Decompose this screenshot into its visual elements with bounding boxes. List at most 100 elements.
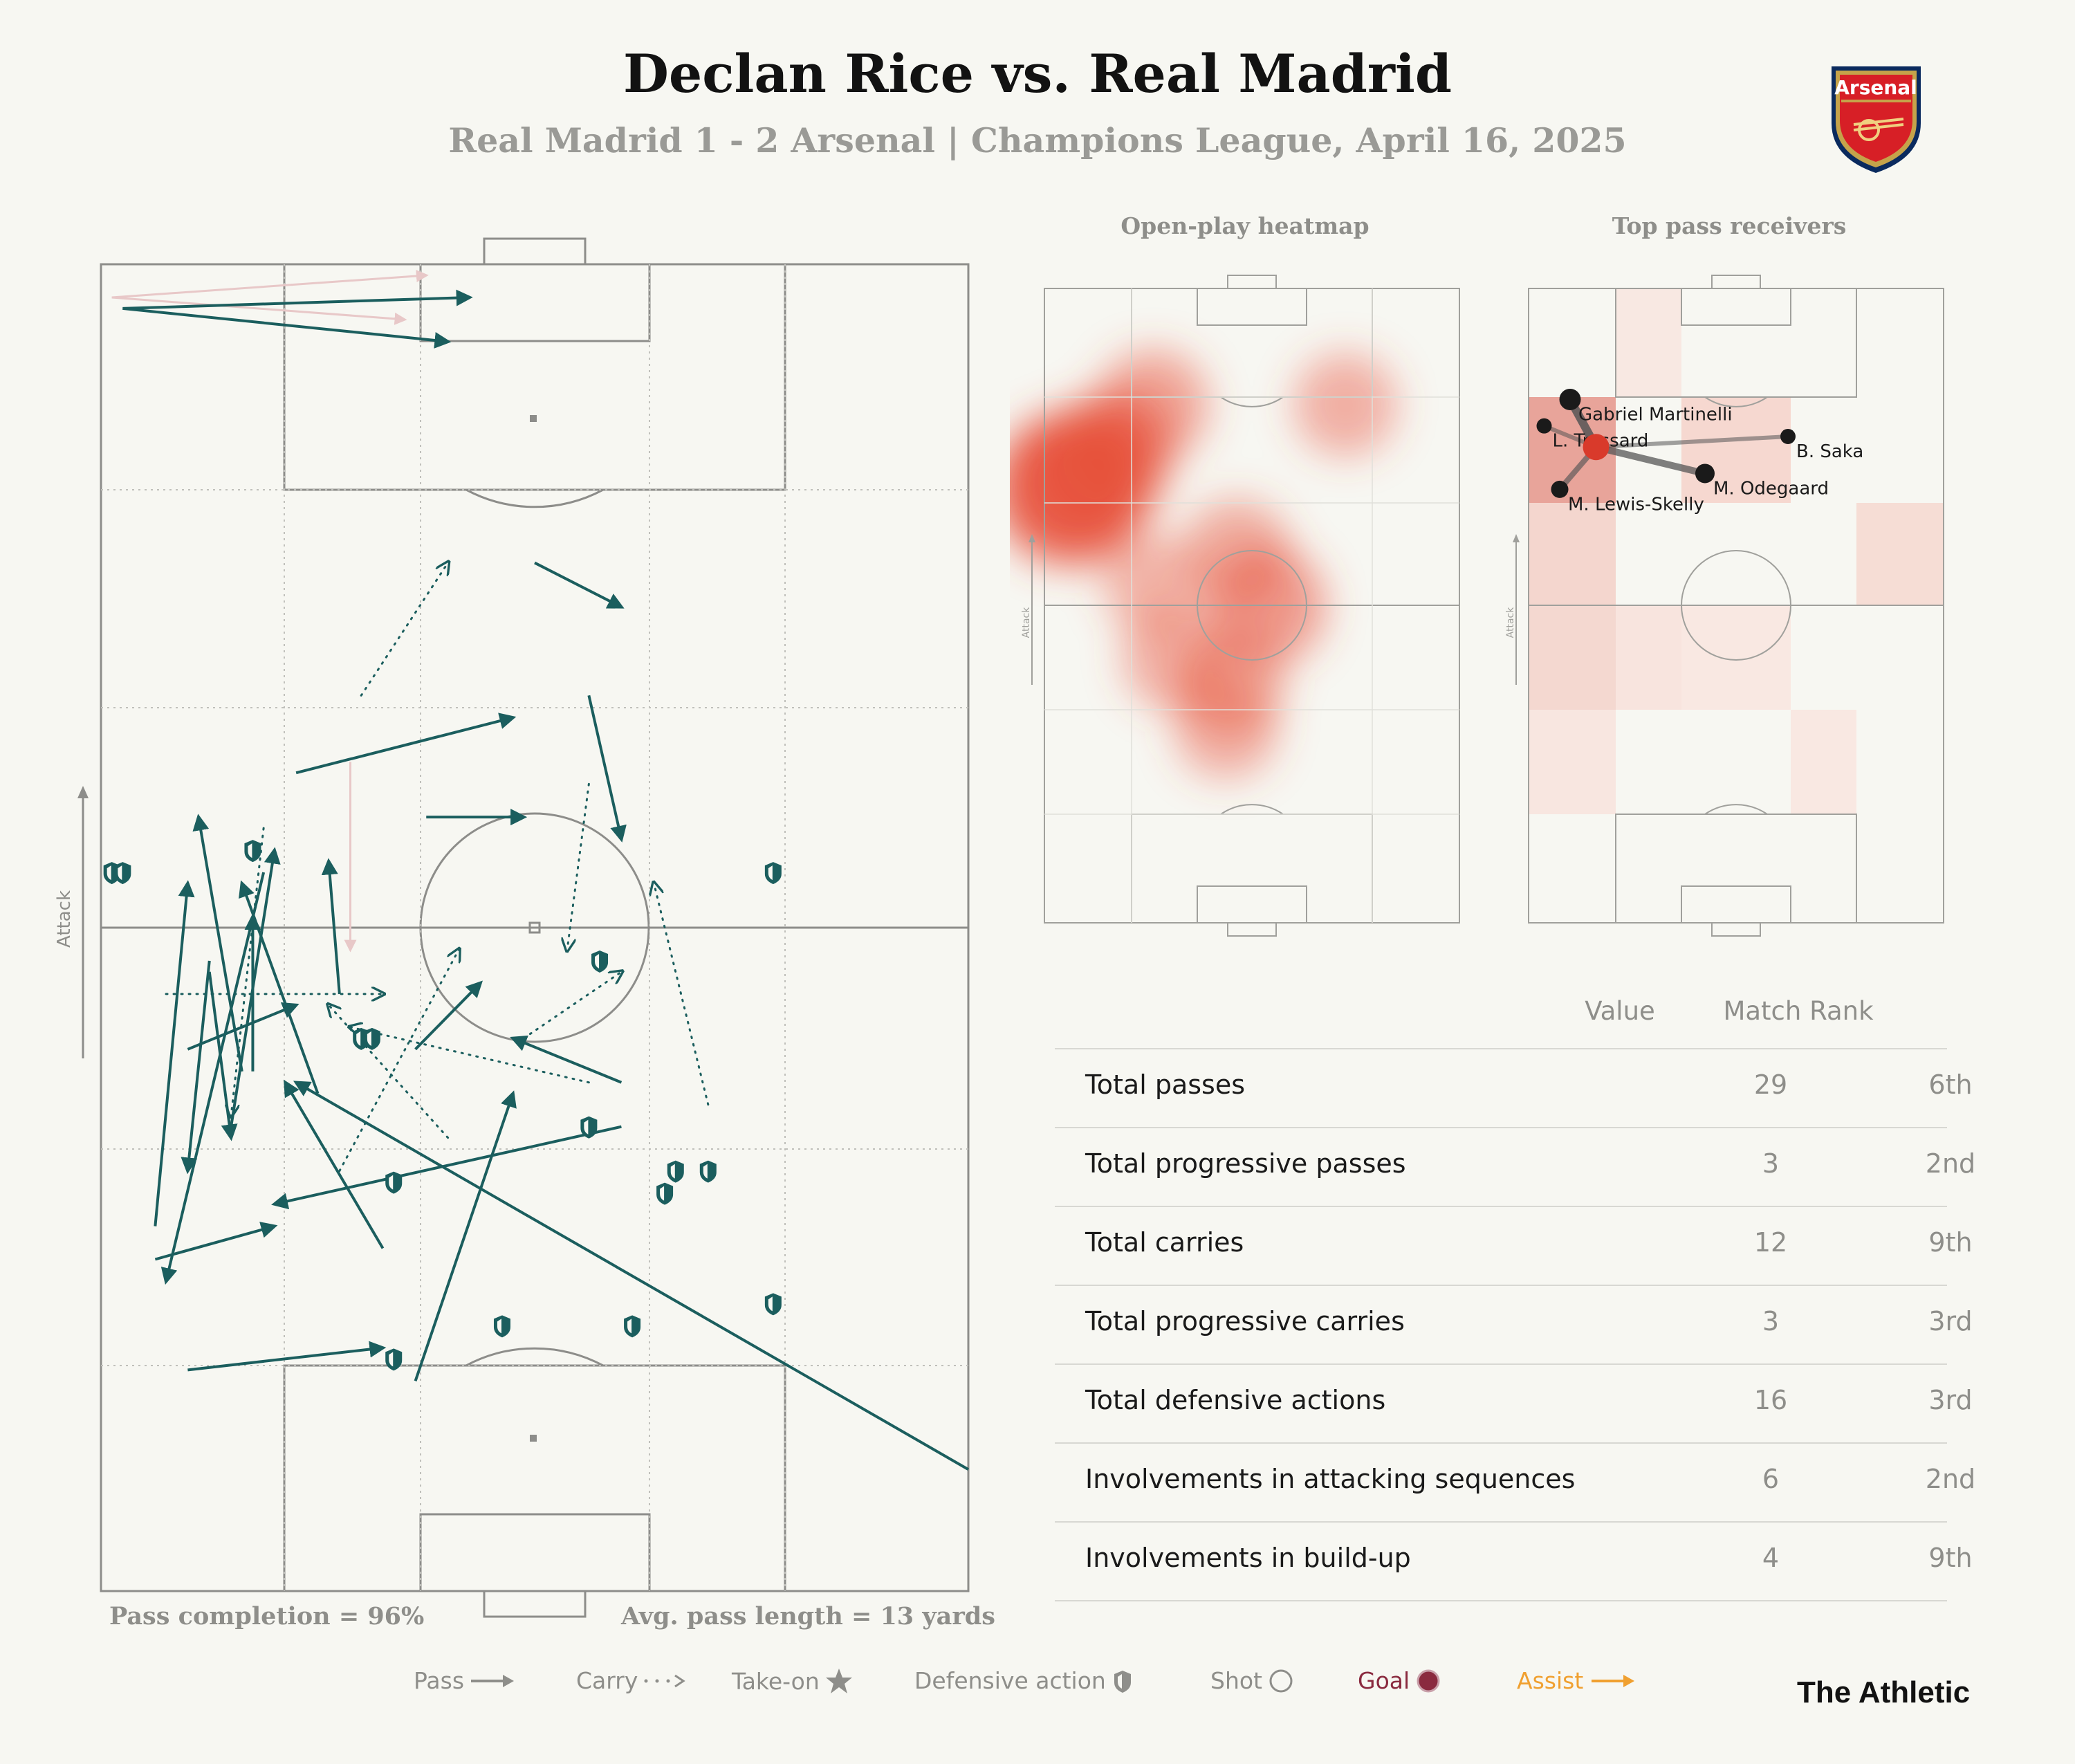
- legend-shot: Shot: [1210, 1667, 1294, 1694]
- pass-arrow: [181, 960, 211, 1175]
- star-icon: [825, 1669, 852, 1693]
- attack-label: Attack: [54, 890, 75, 948]
- events-layer: [103, 270, 969, 1471]
- pass-arrow: [208, 971, 238, 1141]
- defensive-action-shield: [591, 950, 609, 973]
- receiver-label: Gabriel Martinelli: [1578, 404, 1733, 425]
- stats-row: Total carries 12 9th: [1055, 1206, 1973, 1286]
- pass-arrow: [154, 880, 195, 1226]
- stat-value: 4: [1762, 1543, 1780, 1573]
- pass-arrow: [293, 1081, 969, 1471]
- goal-circle-icon: [1417, 1669, 1440, 1692]
- rice-origin-node: [1583, 434, 1610, 461]
- incomplete-pass-arrow: [111, 270, 429, 299]
- pass-arrow: [230, 847, 281, 1128]
- heat-blob: [1103, 534, 1204, 635]
- receivers-title: Top pass receivers: [1612, 212, 1847, 239]
- pass-arrow: [510, 1035, 622, 1084]
- pass-arrow: [414, 1090, 517, 1381]
- pass-arrow: [239, 880, 320, 1094]
- legend-pass-label: Pass: [414, 1667, 465, 1694]
- pass-arrow: [414, 980, 483, 1051]
- incomplete-pass-arrow: [111, 296, 407, 325]
- defensive-action-shield: [493, 1315, 510, 1338]
- carry-arrow: [654, 883, 710, 1106]
- pitch-zone-grid: [101, 264, 968, 1591]
- shield-icon: [1114, 1670, 1131, 1693]
- defensive-action-shield: [699, 1160, 717, 1183]
- heatmap-attack-label: Attack: [1021, 607, 1032, 638]
- carry-arrow: [338, 950, 459, 1173]
- legend-carry: Carry: [576, 1667, 686, 1694]
- receivers-pitch-lines: [1528, 275, 1944, 937]
- stat-label: Total progressive carries: [1085, 1306, 1405, 1336]
- legend-goal: Goal: [1358, 1667, 1441, 1694]
- legend-takeon: Take-on: [732, 1667, 853, 1695]
- defensive-action-shield: [764, 862, 782, 885]
- page-subtitle: Real Madrid 1 - 2 Arsenal | Champions Le…: [448, 120, 1627, 160]
- stat-rank: 3rd: [1928, 1385, 1973, 1415]
- receivers-attack-arrow: [1513, 534, 1520, 685]
- heatmap-pitch-lines: [1044, 275, 1460, 937]
- stat-value: 16: [1753, 1385, 1788, 1415]
- pass-arrow: [192, 814, 243, 1072]
- receiver-node: [1780, 428, 1796, 444]
- stats-row: Total passes 29 6th: [1055, 1049, 1973, 1128]
- stats-row: Involvements in attacking sequences 6 2n…: [1055, 1443, 1975, 1523]
- stat-rank: 3rd: [1928, 1306, 1973, 1336]
- stat-label: Involvements in build-up: [1085, 1543, 1411, 1573]
- carry-arrow-icon: [644, 1674, 686, 1687]
- brand-logo: The Athletic: [1797, 1675, 1971, 1709]
- stats-top-rule: [1055, 1048, 1947, 1049]
- carry-arrow: [329, 1005, 450, 1139]
- heatmap-pitch: Attack: [1010, 275, 1460, 937]
- carry-arrow: [522, 972, 621, 1040]
- receiver-node: [1536, 418, 1552, 434]
- stats-row: Involvements in build-up 4 9th: [1055, 1522, 1973, 1601]
- carry-arrow: [567, 782, 590, 950]
- stat-rank: 2nd: [1925, 1148, 1976, 1179]
- pass-arrow: [321, 858, 341, 995]
- avg-pass-length: Avg. pass length = 13 yards: [621, 1602, 995, 1630]
- stat-label: Total carries: [1085, 1227, 1244, 1258]
- stat-value: 3: [1762, 1148, 1780, 1179]
- receiver-node: [1695, 463, 1715, 484]
- receiver-link: [1595, 443, 1706, 477]
- pass-arrow: [534, 561, 625, 609]
- heatmap-density: [1010, 349, 1397, 780]
- pass-arrow: [295, 713, 517, 775]
- pass-arrow: [284, 1079, 385, 1249]
- defensive-action-shield: [624, 1315, 641, 1338]
- pitch-lines: [100, 237, 970, 1618]
- stat-rank: 9th: [1928, 1543, 1973, 1573]
- pass-completion: Pass completion = 96%: [109, 1602, 425, 1630]
- stat-label: Involvements in attacking sequences: [1085, 1464, 1576, 1494]
- legend-pass: Pass: [414, 1667, 515, 1694]
- stat-value: 29: [1753, 1069, 1788, 1100]
- pass-arrow: [122, 306, 452, 349]
- defensive-action-shield: [656, 1182, 674, 1205]
- heat-blob: [1293, 353, 1397, 457]
- stat-label: Total passes: [1085, 1069, 1246, 1100]
- receiver-label: B. Saka: [1796, 441, 1863, 462]
- legend-defensive: Defensive action: [914, 1667, 1134, 1694]
- carry-arrow: [231, 827, 265, 1116]
- receiver-label: M. Odegaard: [1713, 478, 1829, 499]
- stats-col-value: Value: [1585, 996, 1655, 1026]
- stat-rank: 9th: [1928, 1227, 1973, 1258]
- stat-value: 12: [1753, 1227, 1788, 1258]
- main-event-pitch: [77, 237, 970, 1618]
- stats-col-rank: Match Rank: [1723, 996, 1874, 1026]
- stats-row: Total progressive passes 3 2nd: [1055, 1128, 1975, 1207]
- legend-assist-label: Assist: [1517, 1667, 1584, 1694]
- defensive-action-shield: [667, 1160, 684, 1183]
- carry-arrow: [360, 563, 448, 697]
- pass-arrow: [187, 1002, 299, 1051]
- stat-value: 6: [1762, 1464, 1780, 1494]
- badge-text: Arsenal: [1834, 76, 1917, 99]
- attack-direction-arrow: [77, 786, 89, 1058]
- stat-label: Total progressive passes: [1085, 1148, 1406, 1179]
- heatmap-title: Open-play heatmap: [1120, 212, 1370, 239]
